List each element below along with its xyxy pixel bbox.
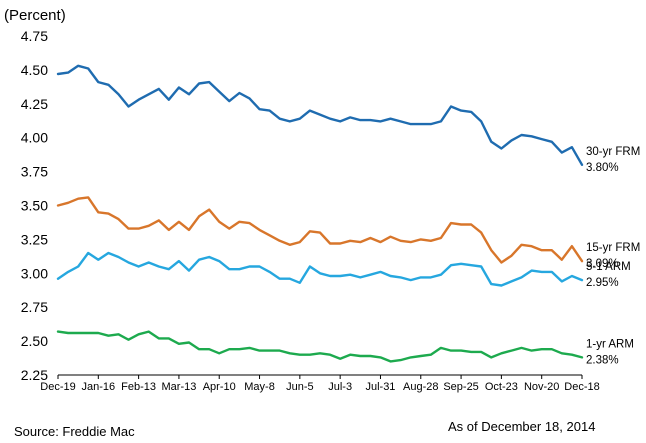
y-axis-label: (Percent) (4, 7, 66, 24)
series-value-label: 3.09% (586, 258, 619, 270)
x-axis: Dec-19 Jan-16 Feb-13 Mar-13 Apr-10 May-8 Jun-5… (40, 374, 600, 393)
series-end-labels: 30-yr FRM 3.80% 15-yr FRM 3.09%5-1 ARM 2.95%… (586, 146, 640, 367)
source-note: Source: Freddie Mac (14, 424, 135, 439)
series-name-label: 15-yr FRM (586, 242, 640, 254)
series-value-label: 2.38% (586, 354, 619, 366)
series-name-label: 5-1 ARM (586, 261, 631, 273)
y-tick-label: 4.50 (21, 62, 48, 78)
series-line-1-yr-arm (56, 330, 584, 363)
y-tick-label: 2.25 (21, 367, 48, 383)
y-tick-label: 4.00 (21, 130, 48, 146)
y-tick-label: 2.50 (21, 333, 48, 349)
series-line-15-yr-frm (56, 196, 584, 264)
series-name-label: 30-yr FRM (586, 146, 640, 158)
x-tick-label: Oct-23 (485, 381, 518, 393)
x-tick-label: Apr-10 (203, 381, 236, 393)
x-tick-label: Jul-31 (365, 381, 395, 393)
series-lines (56, 64, 584, 363)
x-tick-label: Feb-13 (121, 381, 156, 393)
y-tick-label: 2.75 (21, 299, 48, 315)
x-tick-label: Nov-20 (524, 381, 559, 393)
x-tick-label: Jun-5 (286, 381, 314, 393)
series-value-label: 2.95% (586, 277, 619, 289)
y-tick-label: 4.75 (21, 28, 48, 44)
y-tick-label: 3.75 (21, 164, 48, 180)
series-line-30-yr-frm (56, 64, 584, 167)
x-tick-label: Aug-28 (403, 381, 438, 393)
series-value-label: 3.80% (586, 162, 619, 174)
y-axis: 2.25 2.50 2.75 3.00 3.25 3.50 3.75 4.00 4.25 4.50… (21, 28, 48, 383)
x-tick-label: Sep-25 (443, 381, 478, 393)
as-of-date: As of December 18, 2014 (448, 419, 596, 434)
y-tick-label: 4.25 (21, 96, 48, 112)
y-tick-label: 3.25 (21, 231, 48, 247)
y-tick-label: 3.50 (21, 198, 48, 214)
x-tick-label: Jan-16 (81, 381, 115, 393)
series-line-5-1-arm (56, 251, 584, 287)
x-tick-label: Dec-18 (564, 381, 599, 393)
y-tick-label: 3.00 (21, 265, 48, 281)
x-tick-label: Dec-19 (40, 381, 75, 393)
x-tick-label: Mar-13 (162, 381, 197, 393)
series-name-label: 1-yr ARM (586, 338, 634, 350)
x-tick-label: May-8 (244, 381, 275, 393)
x-tick-label: Jul-3 (328, 381, 352, 393)
